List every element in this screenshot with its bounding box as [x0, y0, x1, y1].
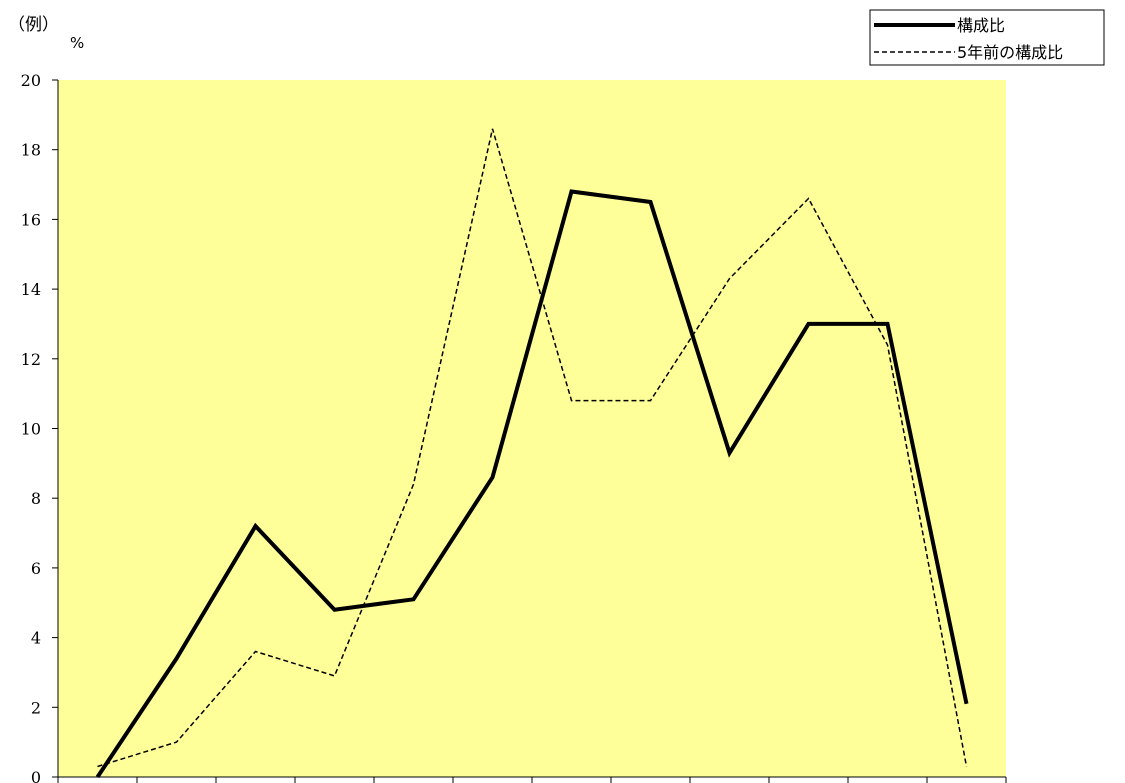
series-layer [95, 128, 969, 779]
y-tick-label: 18 [21, 141, 41, 160]
y-tick-label: 12 [21, 350, 41, 369]
legend: 構成比 5年前の構成比 [869, 9, 1105, 66]
y-tick-label: 14 [21, 280, 41, 299]
series-line-1 [95, 189, 969, 779]
legend-box [869, 9, 1105, 66]
y-tick-label: 6 [31, 559, 41, 578]
axes: 0 2 4 6 8 10 12 14 16 18 20 [21, 71, 1007, 783]
y-tick-label: 16 [21, 210, 41, 229]
y-tick-label: 10 [21, 420, 41, 439]
plot-area [58, 80, 1006, 777]
y-tick-label: 8 [31, 489, 41, 508]
legend-label-series-2: 5年前の構成比 [957, 43, 1063, 62]
y-tick-label: 4 [31, 629, 41, 648]
y-tick-label: 20 [21, 71, 41, 90]
y-axis-unit-label: % [70, 34, 85, 52]
legend-label-series-1: 構成比 [957, 16, 1005, 35]
y-tick-label: 0 [31, 768, 41, 783]
series-line-2 [97, 128, 968, 768]
corner-label: （例） [8, 15, 59, 35]
y-tick-label: 2 [31, 698, 41, 717]
